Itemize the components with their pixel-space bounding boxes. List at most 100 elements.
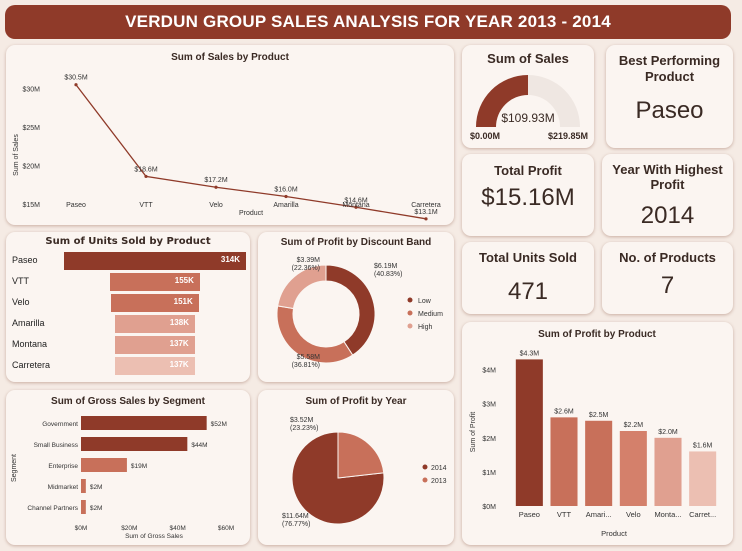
units-bar: 314K <box>64 252 246 270</box>
profit-by-year-chart: Sum of Profit by Year $11.64M (76.77%) $3.5… <box>282 396 447 528</box>
x-tick-label: Amarilla <box>273 202 298 209</box>
segment-value: $44M <box>191 442 207 449</box>
discount-label-low: $6.19M (40.83%) <box>374 263 402 278</box>
kpi-best-year-value: 2014 <box>640 202 695 229</box>
x-tick-label: $40M <box>170 525 186 532</box>
chart-title: Sum of Profit by Discount Band <box>281 237 432 248</box>
x-tick-label: Paseo <box>66 202 86 209</box>
legend-label: Medium <box>418 311 443 318</box>
kpi-best-product: Best Performing Product Paseo <box>606 45 733 148</box>
data-label: $2.6M <box>554 408 574 415</box>
x-tick-label: $60M <box>218 525 234 532</box>
units-bar-label: 137K <box>169 360 189 369</box>
discount-slice <box>277 264 327 310</box>
sales-point <box>424 217 428 221</box>
x-axis-label: Product <box>601 529 628 538</box>
profit-bar <box>654 437 682 506</box>
discount-label-high: $3.39M (22.36%) <box>292 257 321 272</box>
data-label: $4.3M <box>520 350 540 357</box>
kpi-num-products: No. of Products 7 <box>602 242 733 314</box>
legend-label: 2014 <box>431 465 447 472</box>
y-tick-label: $1M <box>482 470 496 477</box>
segment-value: $19M <box>131 463 147 470</box>
gauge-max: $219.85M <box>547 131 588 141</box>
kpi-num-products-title: No. of Products <box>619 250 716 265</box>
dashboard-title: VERDUN GROUP SALES ANALYSIS FOR YEAR 201… <box>5 5 731 39</box>
legend-label: 2013 <box>431 478 447 485</box>
kpi-best-year-title: Year With Highest Profit <box>612 162 723 192</box>
y-axis-label: Sum of Sales <box>13 134 20 176</box>
kpi-sum-of-sales: Sum of Sales $109.93M $0.00M $219.85M <box>462 45 594 148</box>
x-axis-label: Product <box>239 210 263 217</box>
kpi-total-profit: Total Profit $15.16M <box>462 154 594 236</box>
profit-bar <box>619 431 647 506</box>
kpi-total-units: Total Units Sold 471 <box>462 242 594 314</box>
x-tick-label: VTT <box>139 202 153 209</box>
x-tick-label: Monta... <box>654 510 681 519</box>
kpi-total-units-title: Total Units Sold <box>479 250 577 265</box>
year-label-2014: $11.64M (76.77%) <box>282 513 310 528</box>
segment-value: $52M <box>211 421 227 428</box>
units-bar: 137K <box>115 357 195 375</box>
segment-bar <box>81 458 127 472</box>
units-by-product-title: Sum of Units Sold by Product <box>45 236 211 247</box>
kpi-total-profit-value: $15.16M <box>481 184 575 211</box>
units-by-product-chart: Paseo 314K VTT 155K Velo 151K Amarilla 138K Mont… <box>6 250 250 380</box>
year-slice <box>337 431 385 479</box>
units-bar: 155K <box>110 273 200 291</box>
segment-bar <box>81 479 86 493</box>
x-tick-label: Carretera <box>411 202 441 209</box>
gauge-fill <box>476 75 528 127</box>
y-tick-label: $25M <box>22 125 40 132</box>
sales-gauge <box>476 75 580 127</box>
kpi-num-products-value: 7 <box>660 272 675 299</box>
legend-marker <box>422 464 428 470</box>
segment-value: $2M <box>90 505 103 512</box>
kpi-total-units-value: 471 <box>507 278 549 305</box>
x-axis-label: Sum of Gross Sales <box>125 533 184 540</box>
kpi-best-product-value: Paseo <box>635 97 704 124</box>
data-label: $14.6M <box>344 197 368 204</box>
units-bar-label: 155K <box>174 276 194 285</box>
units-row-label: Amarilla <box>12 318 45 328</box>
segment-label: Midmarket <box>48 484 79 491</box>
data-label: $2.2M <box>624 422 644 429</box>
profit-bar <box>550 417 578 506</box>
sales-point <box>354 205 358 209</box>
x-tick-label: $0M <box>75 525 88 532</box>
y-tick-label: $3M <box>482 402 496 409</box>
x-tick-label: Carret... <box>689 510 716 519</box>
data-label: $2.5M <box>589 412 609 419</box>
profit-by-discount-chart: Sum of Profit by Discount Band $6.19M (40.… <box>276 237 443 369</box>
data-label: $30.5M <box>64 75 88 82</box>
data-label: $17.2M <box>204 177 228 184</box>
sales-point <box>284 194 288 199</box>
units-row: Velo 151K <box>6 294 250 312</box>
units-row: Paseo 314K <box>6 252 250 270</box>
units-bar: 151K <box>111 294 199 312</box>
year-label-2013: $3.52M (23.23%) <box>290 417 318 432</box>
data-label: $18.6M <box>134 166 158 173</box>
units-row: Amarilla 138K <box>6 315 250 333</box>
chart-title: Sum of Sales by Product <box>171 52 289 63</box>
sales-by-product-card: Sum of Sales by Product $15M $20M $25M $30M $… <box>6 45 454 225</box>
legend-marker <box>422 477 428 483</box>
legend-marker <box>407 323 413 329</box>
y-tick-label: $20M <box>22 164 40 171</box>
gross-by-segment-card: Sum of Gross Sales by Segment Government $… <box>6 390 250 545</box>
units-bar-label: 314K <box>220 255 240 264</box>
profit-by-product-card: Sum of Profit by Product $0M $1M $2M $3M $4M $… <box>462 322 733 545</box>
sales-line <box>75 84 427 220</box>
legend-marker <box>407 297 413 303</box>
units-row: Montana 137K <box>6 336 250 354</box>
profit-bar <box>515 359 543 506</box>
data-label: $1.6M <box>693 442 713 449</box>
discount-slice <box>325 264 376 356</box>
segment-label: Small Business <box>34 442 79 449</box>
segment-label: Channel Partners <box>27 505 78 512</box>
units-bar: 138K <box>115 315 195 333</box>
y-axis-label: Sum of Profit <box>470 412 477 453</box>
legend-label: Low <box>418 298 432 305</box>
profit-bar <box>689 451 717 506</box>
units-row-label: Montana <box>12 339 48 349</box>
